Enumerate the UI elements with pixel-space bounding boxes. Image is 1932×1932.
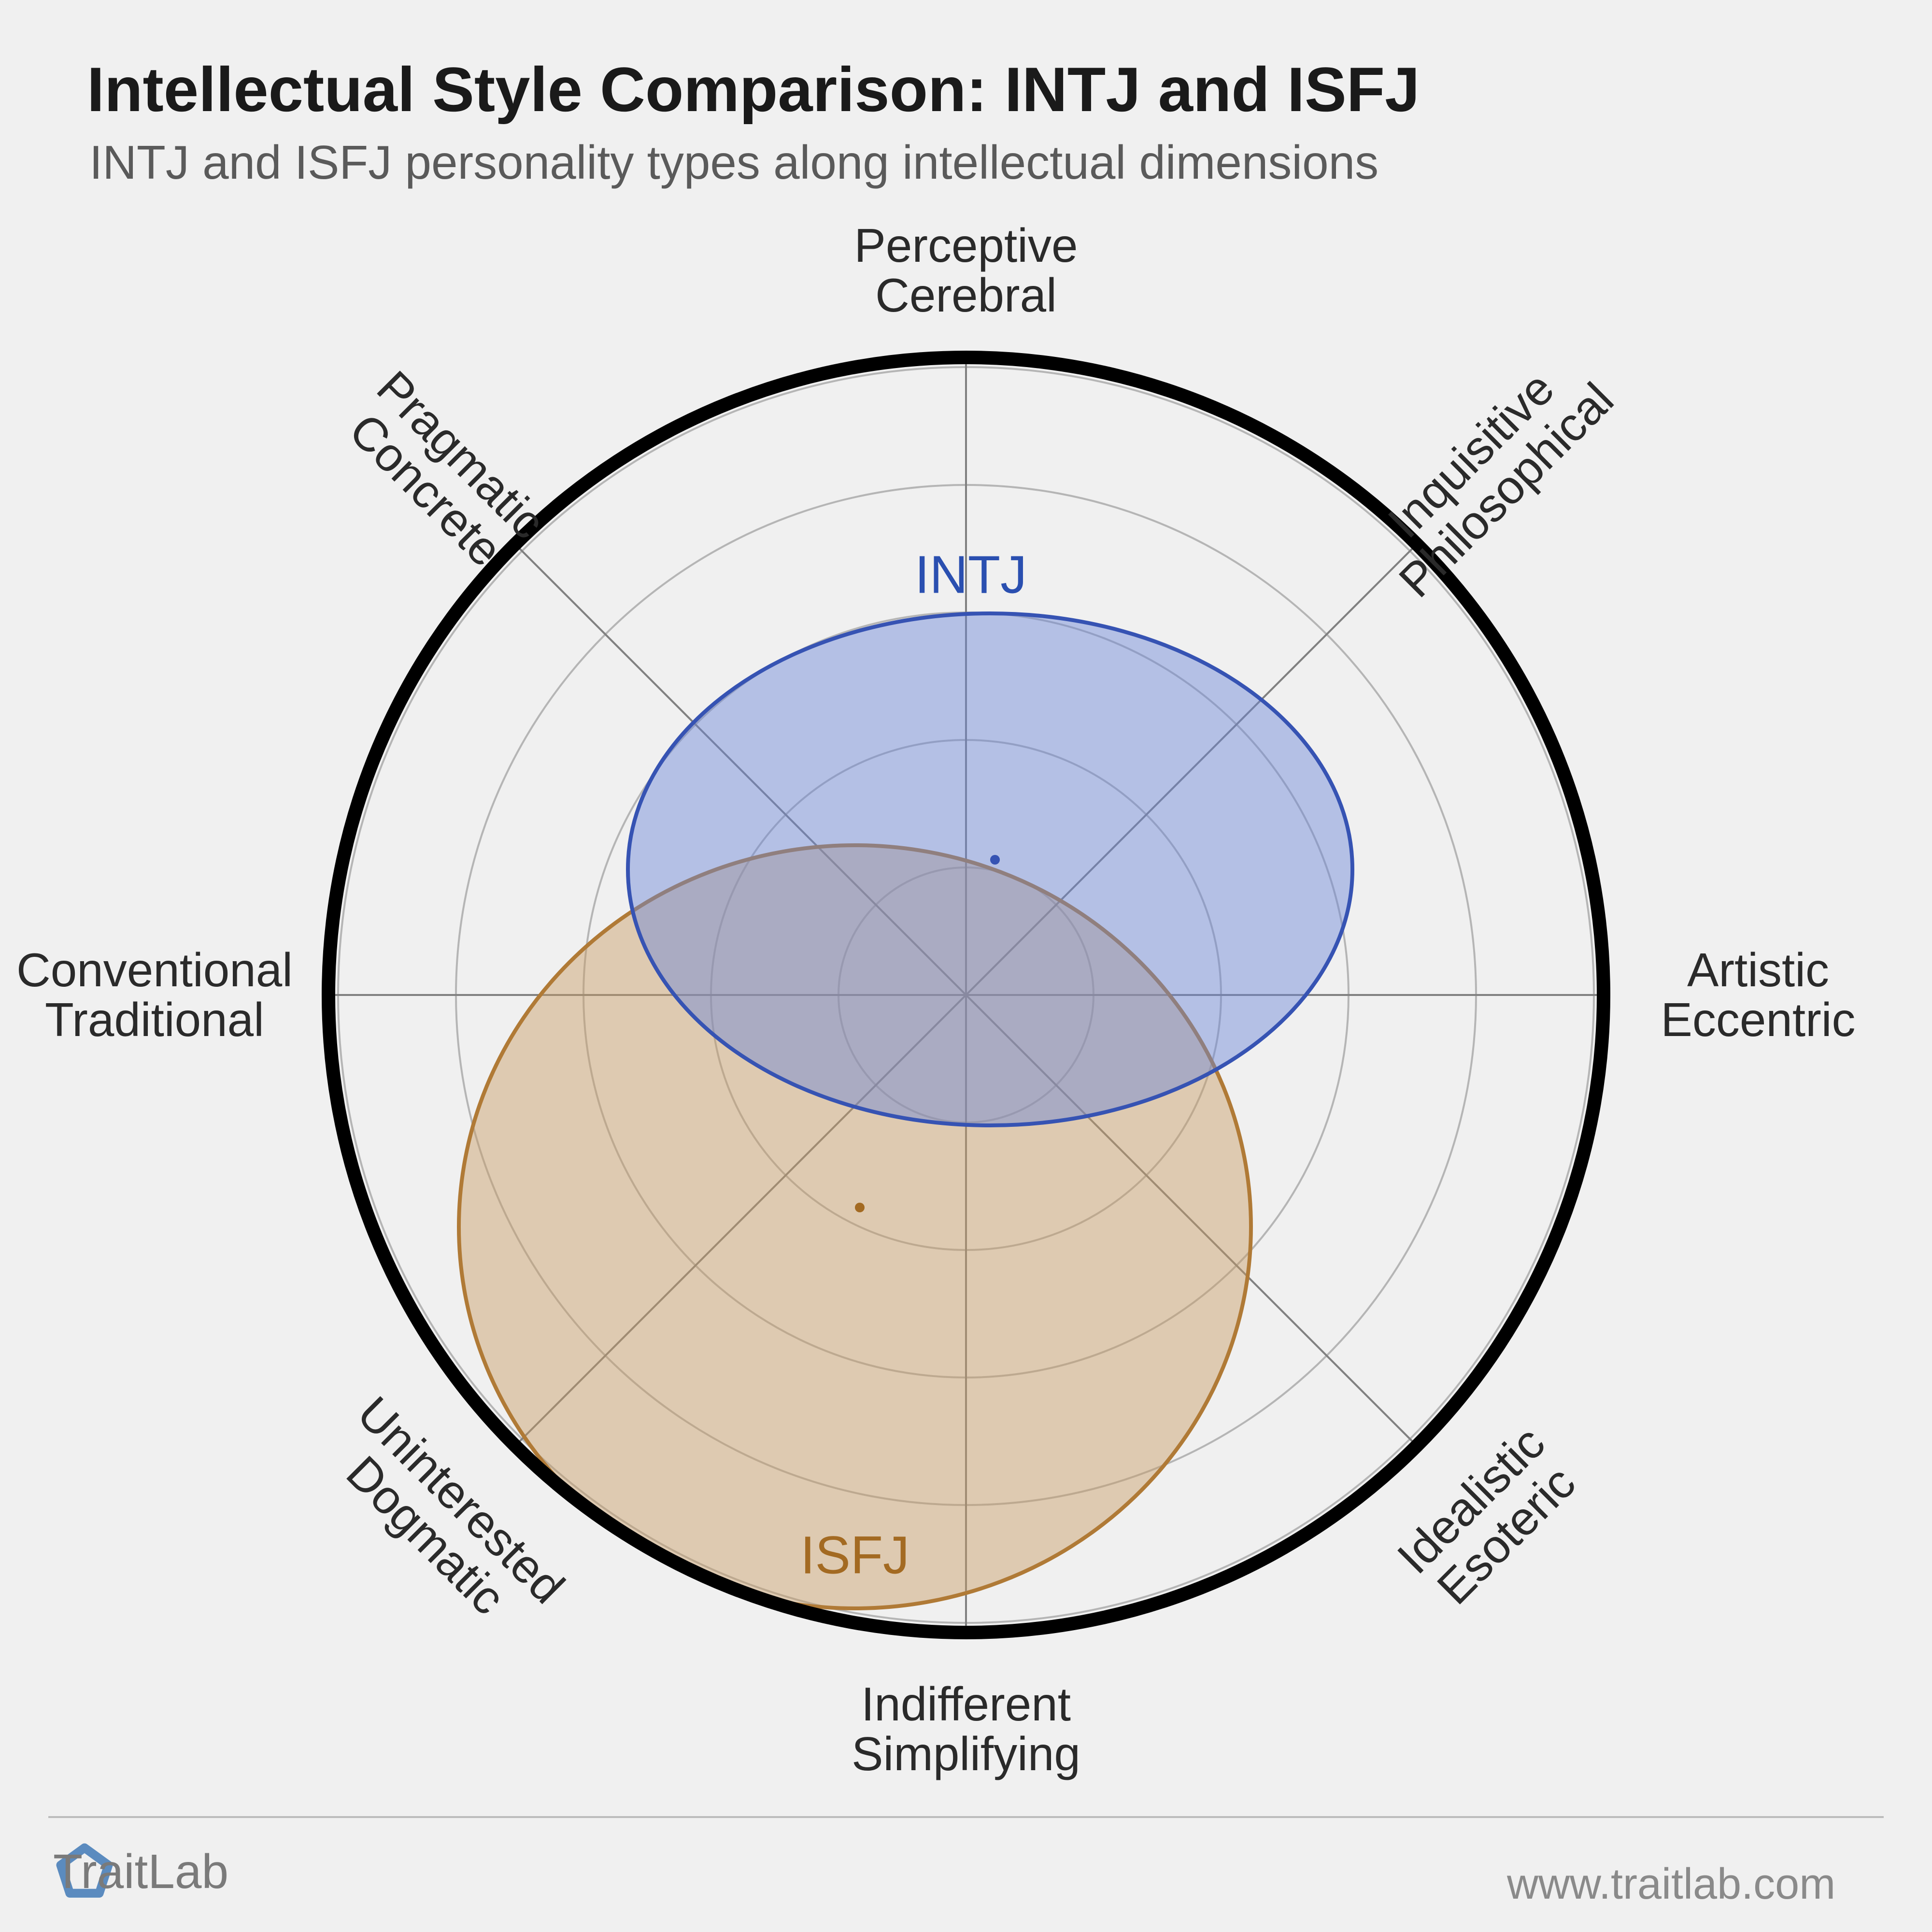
- chart-page: Intellectual Style Comparison: INTJ and …: [0, 0, 1932, 1932]
- brand-logo-wrap: TraitLab: [53, 1840, 116, 1903]
- axis-label-artistic: Artistic Eccentric: [1661, 945, 1855, 1045]
- axis-label-perceptive: Perceptive Cerebral: [854, 221, 1078, 320]
- series-label-intj: INTJ: [915, 544, 1027, 606]
- brand-name: TraitLab: [53, 1844, 228, 1900]
- footer-divider: [48, 1816, 1884, 1818]
- series-label-isfj: ISFJ: [800, 1525, 909, 1586]
- axis-label-conventional: Conventional Traditional: [16, 945, 293, 1045]
- brand-url: www.traitlab.com: [1507, 1860, 1835, 1909]
- axis-label-indifferent: Indifferent Simplifying: [852, 1679, 1080, 1779]
